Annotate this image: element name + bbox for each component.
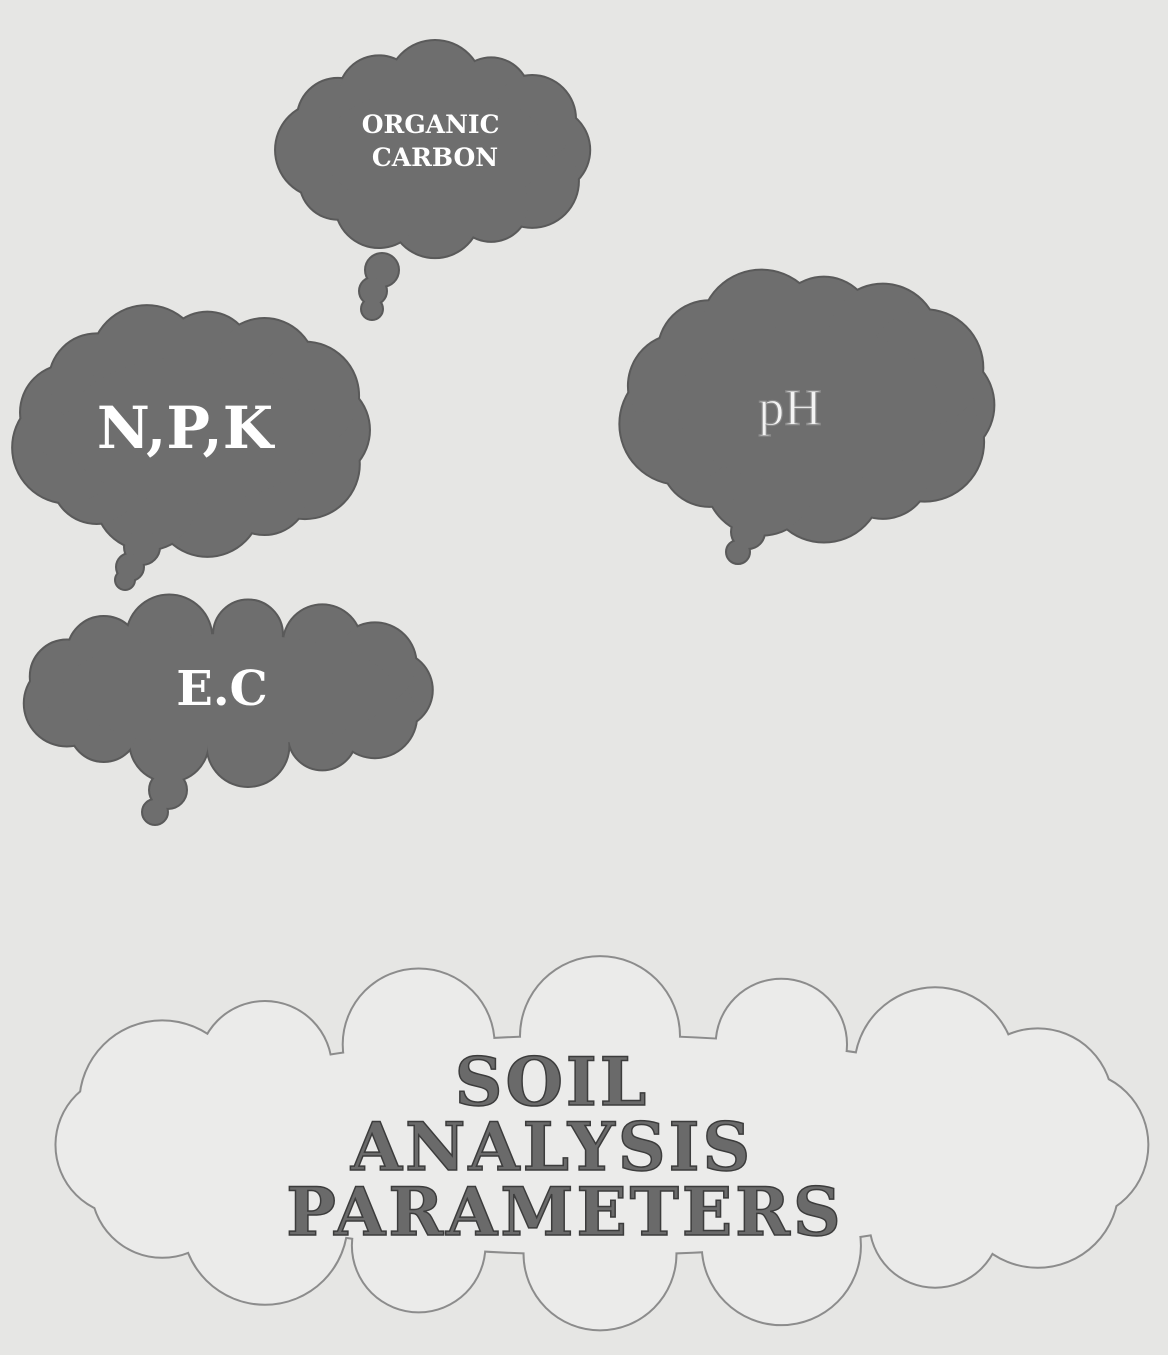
- cloud-label: N,P,K: [97, 394, 276, 462]
- label-line: PARAMETERS: [286, 1173, 843, 1251]
- cloud-body: [727, 541, 749, 563]
- label-line: ORGANIC: [362, 110, 500, 139]
- diagram: ORGANIC CARBON N,P,K pH E.C SOIL ANALYSI…: [0, 0, 1168, 1355]
- cloud-body: [116, 571, 134, 589]
- cloud-body: [143, 800, 167, 824]
- cloud-label: E.C: [176, 661, 268, 717]
- cloud-label: pH: [758, 380, 822, 437]
- cloud: [276, 41, 589, 319]
- page: {"nodes": [ {"lines": ["ORGANIC", "CARBO…: [0, 0, 1168, 1355]
- label-line: CARBON: [372, 143, 498, 172]
- cloud-body: [362, 299, 382, 319]
